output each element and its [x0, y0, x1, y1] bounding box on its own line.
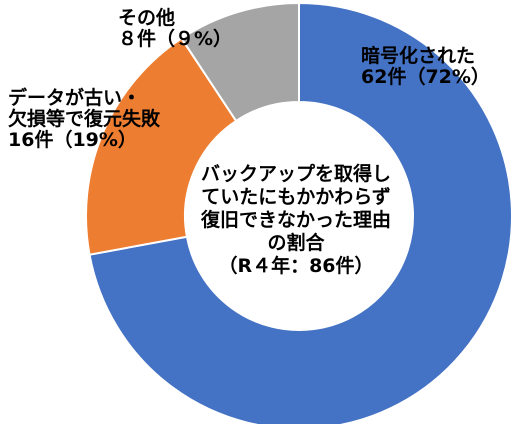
- label-encrypted: 暗号化された 62件（72%）: [361, 46, 490, 88]
- label-old-data-count: 16件（19%）: [8, 129, 137, 151]
- center-title-line5: （R４年：86件）: [218, 255, 374, 277]
- label-encrypted-name: 暗号化された: [361, 45, 476, 67]
- center-title-line1: バックアップを取得し: [200, 163, 391, 185]
- label-old-data-line2: 欠損等で復元失敗: [8, 108, 161, 130]
- center-title-line2: ていたにもかかわらず: [201, 186, 391, 208]
- donut-slice-1: [85, 36, 238, 256]
- label-old-data-line1: データが古い・: [8, 87, 142, 109]
- label-other: その他 ８件（９%）: [118, 8, 232, 50]
- label-encrypted-count: 62件（72%）: [361, 66, 490, 88]
- donut-center-title: バックアップを取得し ていたにもかかわらず 復旧できなかった理由 の割合 （R４…: [178, 163, 414, 278]
- center-title-line4: の割合: [267, 232, 325, 254]
- label-other-count: ８件（９%）: [118, 28, 233, 50]
- label-old-data: データが古い・ 欠損等で復元失敗 16件（19%）: [8, 88, 160, 151]
- center-title-line3: 復旧できなかった理由: [200, 209, 391, 231]
- label-other-name: その他: [118, 7, 176, 29]
- donut-slice-2: [180, 1, 300, 123]
- donut-slice-0: [88, 1, 513, 424]
